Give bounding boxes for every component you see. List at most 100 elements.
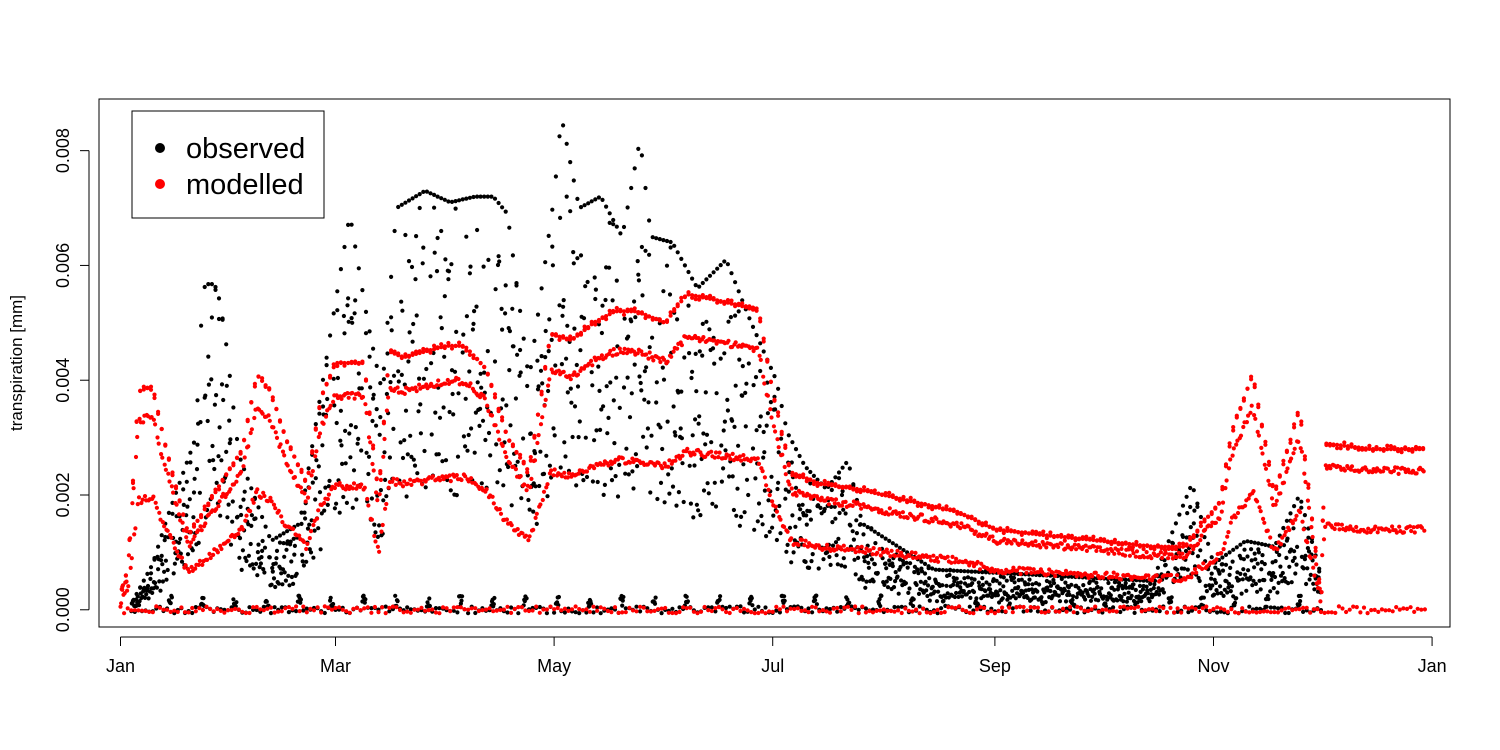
data-point — [658, 480, 664, 485]
data-point — [1027, 577, 1032, 582]
data-point — [750, 446, 756, 451]
data-point — [424, 366, 429, 372]
data-point — [1096, 609, 1101, 614]
data-point — [836, 470, 842, 475]
data-point — [1125, 606, 1130, 611]
data-point — [468, 264, 473, 269]
data-point — [951, 582, 956, 588]
data-point — [589, 370, 594, 375]
data-point — [466, 479, 471, 484]
data-point — [924, 610, 929, 615]
data-point — [188, 450, 193, 455]
data-point — [888, 608, 894, 614]
data-point — [832, 504, 837, 509]
data-point — [706, 608, 711, 613]
data-point — [371, 443, 376, 448]
data-point — [230, 499, 235, 504]
data-point — [324, 382, 329, 387]
data-point — [334, 420, 339, 426]
data-point — [1408, 605, 1413, 610]
data-point — [1241, 540, 1246, 545]
data-point — [718, 299, 723, 304]
data-point — [1209, 524, 1214, 529]
data-point — [356, 436, 361, 441]
data-point — [396, 369, 401, 374]
data-point — [595, 605, 600, 610]
data-point — [377, 523, 382, 528]
data-point — [772, 394, 777, 399]
data-point — [337, 605, 342, 610]
data-point — [547, 463, 553, 468]
data-point — [308, 606, 313, 611]
data-point — [1299, 422, 1304, 427]
data-point — [1273, 502, 1278, 507]
data-point — [612, 605, 618, 610]
data-point — [346, 222, 351, 227]
data-point — [479, 385, 484, 390]
data-point — [569, 400, 574, 405]
data-point — [971, 611, 976, 616]
data-point — [584, 469, 590, 474]
data-point — [1228, 520, 1233, 525]
data-point — [853, 572, 858, 577]
data-point — [1050, 593, 1055, 599]
data-point — [1184, 542, 1189, 547]
data-point — [1160, 555, 1165, 561]
data-point — [577, 611, 582, 616]
data-point — [299, 510, 304, 515]
data-point — [882, 582, 887, 588]
data-point — [437, 606, 442, 611]
data-point — [884, 579, 889, 584]
data-point — [672, 308, 677, 313]
data-point — [672, 430, 677, 435]
data-point — [235, 514, 240, 519]
data-point — [601, 492, 606, 497]
data-point — [679, 389, 684, 394]
data-point — [399, 299, 404, 304]
data-point — [756, 610, 761, 616]
data-point — [384, 408, 389, 413]
data-point — [1241, 424, 1246, 430]
data-point — [538, 449, 543, 454]
data-point — [944, 504, 949, 509]
data-point — [152, 392, 157, 397]
data-point — [940, 506, 946, 511]
data-point — [948, 508, 953, 513]
data-point — [1150, 606, 1155, 611]
data-point — [700, 353, 705, 358]
data-point — [789, 560, 794, 565]
data-point — [1134, 542, 1139, 547]
data-point — [1306, 505, 1312, 510]
data-point — [568, 377, 573, 382]
data-point — [204, 604, 209, 609]
data-point — [767, 609, 772, 614]
data-point — [363, 331, 369, 336]
data-point — [897, 496, 903, 501]
data-point — [655, 496, 660, 502]
data-point — [721, 466, 726, 471]
data-point — [1421, 469, 1426, 474]
data-point — [268, 611, 274, 616]
data-point — [496, 254, 501, 259]
data-point — [181, 487, 186, 492]
data-point — [1005, 525, 1010, 531]
data-point — [597, 356, 602, 361]
data-point — [501, 483, 506, 488]
data-point — [958, 510, 963, 516]
data-point — [187, 569, 192, 575]
data-point — [184, 535, 189, 540]
data-point — [220, 316, 225, 321]
data-point — [212, 402, 217, 407]
data-point — [682, 294, 688, 299]
data-point — [480, 608, 485, 613]
data-point — [1320, 553, 1325, 558]
data-point — [308, 529, 314, 534]
data-point — [1183, 577, 1188, 582]
data-point — [1399, 450, 1404, 455]
data-point — [1014, 605, 1019, 610]
data-point — [270, 395, 275, 400]
data-point — [436, 378, 441, 383]
data-point — [578, 348, 583, 353]
data-point — [1033, 539, 1038, 544]
data-point — [770, 499, 775, 504]
